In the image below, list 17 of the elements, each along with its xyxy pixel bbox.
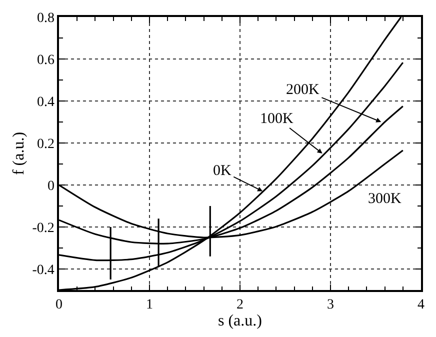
annotation: 300K — [368, 191, 402, 207]
y-tick-label: 0.2 — [36, 136, 54, 152]
x-axis-title: s (a.u.) — [218, 312, 262, 330]
y-tick-label: -0.4 — [32, 262, 54, 278]
y-tick-label: 0.4 — [36, 94, 54, 110]
x-tick-label: 3 — [327, 298, 334, 313]
annotation: 0K — [213, 163, 232, 179]
y-tick-label: 0.8 — [36, 10, 54, 26]
x-tick-label: 1 — [146, 298, 153, 313]
annotation: 200K — [286, 82, 320, 98]
y-tick-label: 0 — [47, 178, 54, 194]
x-tick-label: 4 — [418, 298, 424, 313]
y-axis-title: f (a.u.) — [10, 132, 28, 176]
y-tick-label: 0.6 — [36, 52, 54, 68]
x-tick-label: 2 — [236, 298, 244, 313]
y-tick-label: -0.2 — [32, 220, 54, 236]
annotation: 100K — [260, 111, 294, 127]
